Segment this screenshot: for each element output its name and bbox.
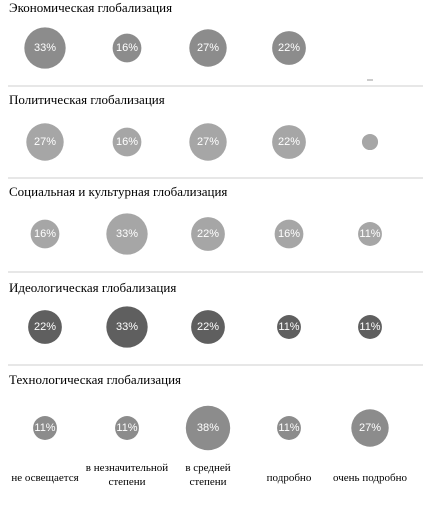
bubble-value-label: 11%	[359, 228, 380, 240]
bubble-value-label: 38%	[197, 422, 219, 434]
bubble-value-label: 11%	[359, 321, 380, 333]
bubble-value-label: 27%	[34, 136, 56, 148]
bubble	[277, 315, 301, 339]
bubble-value-label: 27%	[197, 136, 219, 148]
bubble	[189, 123, 227, 161]
bubble	[189, 29, 227, 67]
bubble	[106, 306, 148, 348]
category-label: очень подробно	[333, 472, 407, 484]
bubble	[191, 217, 225, 251]
bubble-value-label: 11%	[278, 422, 299, 434]
bubble	[358, 315, 382, 339]
bubble	[361, 133, 379, 151]
bubble	[272, 31, 306, 65]
category-label: подробно	[267, 472, 312, 484]
bubble-value-label: 16%	[116, 42, 138, 54]
bubble	[358, 222, 382, 246]
bubble-value-label: 22%	[34, 321, 56, 333]
bubble	[115, 416, 139, 440]
bubble	[112, 127, 142, 157]
bubble-value-label: 16%	[116, 136, 138, 148]
bubble	[30, 219, 60, 249]
bubble-value-label: 11%	[34, 422, 55, 434]
bubble-value-label: 27%	[359, 422, 381, 434]
bubble-value-label: 22%	[278, 42, 300, 54]
series-title: Технологическая глобализация	[9, 372, 181, 387]
bubble-value-label: 22%	[197, 228, 219, 240]
bubble-value-label: 22%	[197, 321, 219, 333]
bubble	[185, 405, 231, 451]
category-label: не освещается	[11, 472, 78, 484]
bubble-value-label: 33%	[34, 42, 56, 54]
bubble	[28, 310, 62, 344]
bubble-value-label: 11%	[278, 321, 299, 333]
bubble	[24, 27, 66, 69]
bubble	[272, 125, 306, 159]
bubble	[26, 123, 64, 161]
bubble	[191, 310, 225, 344]
series-title: Социальная и культурная глобализация	[9, 184, 227, 199]
bubble	[277, 416, 301, 440]
bubble	[33, 416, 57, 440]
series-title: Идеологическая глобализация	[9, 280, 176, 295]
bubble-value-label: 22%	[278, 136, 300, 148]
bubble	[351, 409, 389, 447]
series-title: Политическая глобализация	[9, 92, 165, 107]
bubble-value-label: 11%	[116, 422, 137, 434]
bubble-value-label: 33%	[116, 321, 138, 333]
bubble	[112, 33, 142, 63]
bubble-value-label: 33%	[116, 228, 138, 240]
bubble	[106, 213, 148, 255]
bubble-value-label: 27%	[197, 42, 219, 54]
category-label: в незначительной степени	[86, 462, 169, 488]
series-title: Экономическая глобализация	[9, 0, 172, 15]
category-label: в средней степени	[185, 462, 230, 488]
bubble-value-label: 16%	[278, 228, 300, 240]
bubble	[274, 219, 304, 249]
bubble-value-label: 16%	[34, 228, 56, 240]
